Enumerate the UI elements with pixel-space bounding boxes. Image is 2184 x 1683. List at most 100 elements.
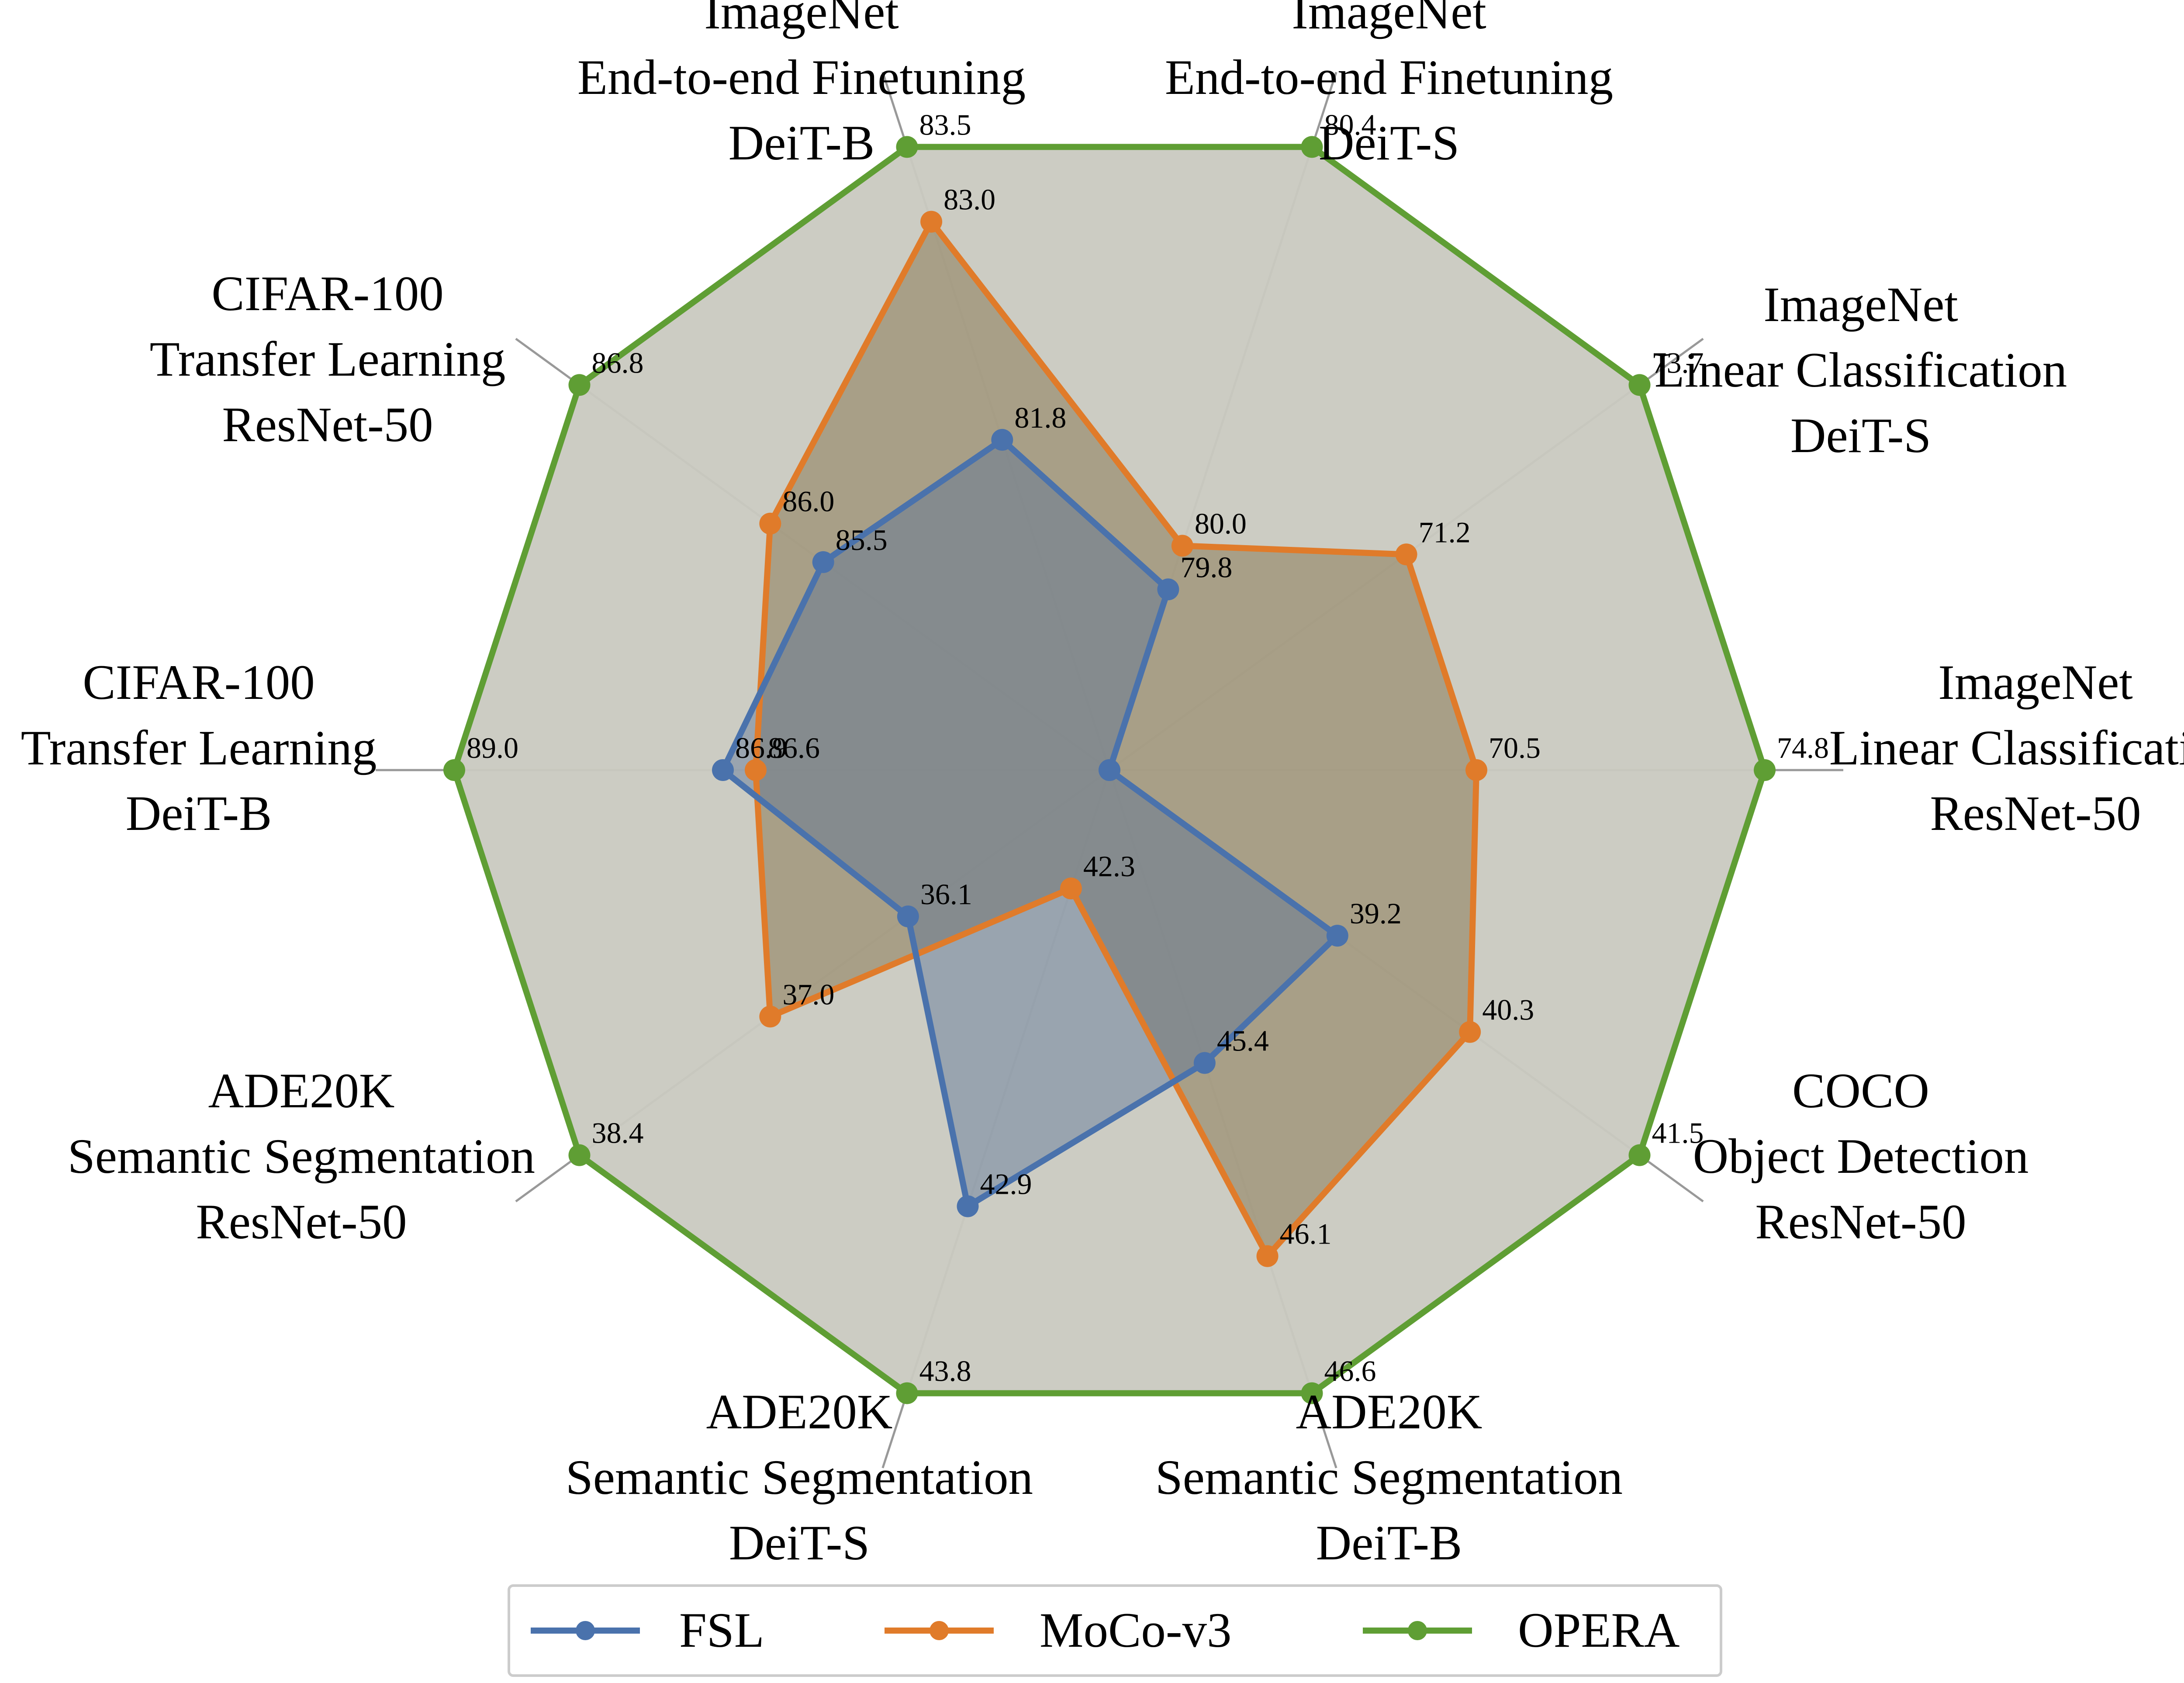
axis-label-line: DeiT-S	[729, 1516, 870, 1570]
axis-label-line: Semantic Segmentation	[1155, 1450, 1623, 1505]
legend: FSL MoCo-v3 OPERA	[508, 1584, 1722, 1677]
axis-label-line: Object Detection	[1693, 1129, 2029, 1184]
legend-marker-fsl	[576, 1621, 595, 1640]
axis-label-line: ResNet-50	[222, 397, 433, 452]
value-label-mocov3-6: 37.0	[782, 978, 834, 1011]
axis-label-line: ImageNet	[1938, 655, 2133, 710]
value-label-opera-6: 38.4	[591, 1116, 643, 1150]
value-labels: 74.8 73.7 80.4 83.5 86.8 89.0 38.4 43.8 46.6 41.5…	[467, 108, 1829, 1387]
value-label-opera-0: 74.8	[1777, 731, 1829, 764]
data-point-opera-3	[896, 136, 918, 158]
data-point-mocov3-6	[759, 1006, 781, 1028]
axis-label-line: Transfer Learning	[150, 332, 506, 387]
data-point-mocov3-5	[745, 759, 767, 781]
axis-label-line: ResNet-50	[196, 1195, 407, 1249]
value-label-mocov3-5: 86.6	[768, 731, 820, 764]
data-point-fsl-9	[1326, 925, 1348, 947]
legend-marker-opera	[1408, 1621, 1427, 1640]
data-point-mocov3-4	[759, 512, 781, 535]
axis-label-line: CIFAR-100	[83, 655, 315, 710]
legend-marker-mocov3	[930, 1621, 949, 1640]
value-label-fsl-2: 79.8	[1180, 550, 1232, 584]
legend-item-mocov3: MoCo-v3	[885, 1603, 1231, 1658]
data-point-opera-9	[1628, 1144, 1651, 1166]
value-label-mocov3-1: 71.2	[1419, 515, 1471, 549]
axis-label-1: ImageNet Linear Classification DeiT-S	[1655, 277, 2067, 463]
axis-label-line: Semantic Segmentation	[68, 1129, 535, 1184]
value-label-fsl-9: 39.2	[1350, 897, 1402, 930]
axis-label-line: ADE20K	[208, 1064, 395, 1118]
value-label-mocov3-4: 86.0	[782, 485, 834, 518]
axis-label-line: DeiT-S	[1319, 116, 1459, 170]
value-label-mocov3-0: 70.5	[1489, 731, 1541, 764]
axis-label-9: COCO Object Detection ResNet-50	[1693, 1064, 2029, 1249]
data-point-fsl-3	[991, 429, 1013, 451]
value-label-opera-5: 89.0	[467, 731, 518, 764]
axis-label-line: ImageNet	[1763, 277, 1958, 332]
value-label-fsl-8: 45.4	[1217, 1024, 1269, 1057]
series-area-mocov3	[756, 221, 1476, 1256]
axis-label-line: End-to-end Finetuning	[1165, 50, 1613, 105]
legend-label-opera: OPERA	[1518, 1603, 1679, 1658]
axis-label-5: CIFAR-100 Transfer Learning DeiT-B	[21, 655, 377, 841]
value-label-fsl-6: 36.1	[920, 878, 972, 911]
value-label-mocov3-3: 83.0	[943, 183, 995, 216]
value-label-opera-4: 86.8	[591, 346, 643, 379]
value-label-fsl-7: 42.9	[980, 1168, 1032, 1201]
legend-label-fsl: FSL	[679, 1603, 764, 1658]
data-point-mocov3-9	[1459, 1021, 1481, 1043]
data-point-mocov3-3	[920, 211, 943, 233]
axis-label-line: DeiT-B	[729, 116, 875, 170]
value-label-mocov3-2: 80.0	[1195, 507, 1247, 540]
series-line-fsl	[720, 436, 1341, 1210]
axis-label-line: DeiT-B	[126, 786, 272, 841]
data-point-opera-0	[1754, 759, 1776, 781]
axis-label-line: Linear Classification	[1829, 721, 2184, 775]
data-point-fsl-7	[957, 1195, 979, 1217]
data-point-opera-4	[568, 374, 591, 396]
axis-label-line: ImageNet	[1292, 0, 1486, 39]
axis-label-line: ADE20K	[1296, 1385, 1482, 1439]
axis-label-line: End-to-end Finetuning	[577, 50, 1026, 105]
data-point-mocov3-1	[1395, 543, 1417, 566]
value-label-fsl-5: 86.9	[735, 731, 787, 764]
axis-label-line: COCO	[1792, 1064, 1929, 1118]
axis-label-line: CIFAR-100	[211, 266, 444, 321]
data-point-opera-8	[1301, 1382, 1323, 1404]
axis-label-line: DeiT-B	[1316, 1516, 1462, 1570]
data-point-fsl-2	[1157, 578, 1179, 601]
axis-label-7: ADE20K Semantic Segmentation DeiT-S	[566, 1385, 1033, 1570]
data-point-opera-1	[1628, 374, 1651, 396]
data-point-mocov3-2	[1171, 535, 1193, 557]
axis-label-line: ADE20K	[706, 1385, 893, 1439]
legend-box	[508, 1584, 1722, 1677]
data-point-fsl-1	[1099, 759, 1120, 781]
data-point-opera-7	[896, 1382, 918, 1404]
data-point-fsl-4	[812, 551, 834, 573]
value-label-mocov3-9: 40.3	[1482, 993, 1534, 1026]
value-label-mocov3-8: 46.1	[1280, 1217, 1332, 1251]
data-point-opera-6	[568, 1144, 591, 1166]
value-label-opera-9: 41.5	[1652, 1116, 1704, 1150]
value-label-opera-8: 46.6	[1324, 1355, 1376, 1388]
legend-item-fsl: FSL	[531, 1603, 764, 1658]
axis-label-line: DeiT-S	[1790, 408, 1931, 463]
data-point-mocov3-7	[1060, 878, 1082, 900]
axis-label-line: ResNet-50	[1930, 786, 2141, 841]
legend-item-opera: OPERA	[1363, 1603, 1679, 1658]
value-label-opera-1: 73.7	[1652, 346, 1704, 379]
data-point-mocov3-0	[1465, 759, 1487, 781]
axis-label-8: ADE20K Semantic Segmentation DeiT-B	[1155, 1385, 1623, 1570]
value-label-opera-2: 80.4	[1324, 108, 1376, 141]
axis-label-line: Transfer Learning	[21, 721, 377, 775]
data-point-fsl-5	[712, 759, 734, 781]
axis-label-4: CIFAR-100 Transfer Learning ResNet-50	[150, 266, 506, 452]
value-label-mocov3-7: 42.3	[1083, 850, 1135, 883]
data-point-fsl-8	[1193, 1052, 1216, 1074]
axis-label-line: Semantic Segmentation	[566, 1450, 1033, 1505]
axis-label-line: Linear Classification	[1655, 343, 2067, 397]
axis-labels: ImageNet Linear Classification ResNet-50 Im…	[21, 0, 2184, 1570]
value-label-fsl-3: 81.8	[1014, 401, 1066, 434]
axis-label-line: ResNet-50	[1755, 1195, 1966, 1249]
